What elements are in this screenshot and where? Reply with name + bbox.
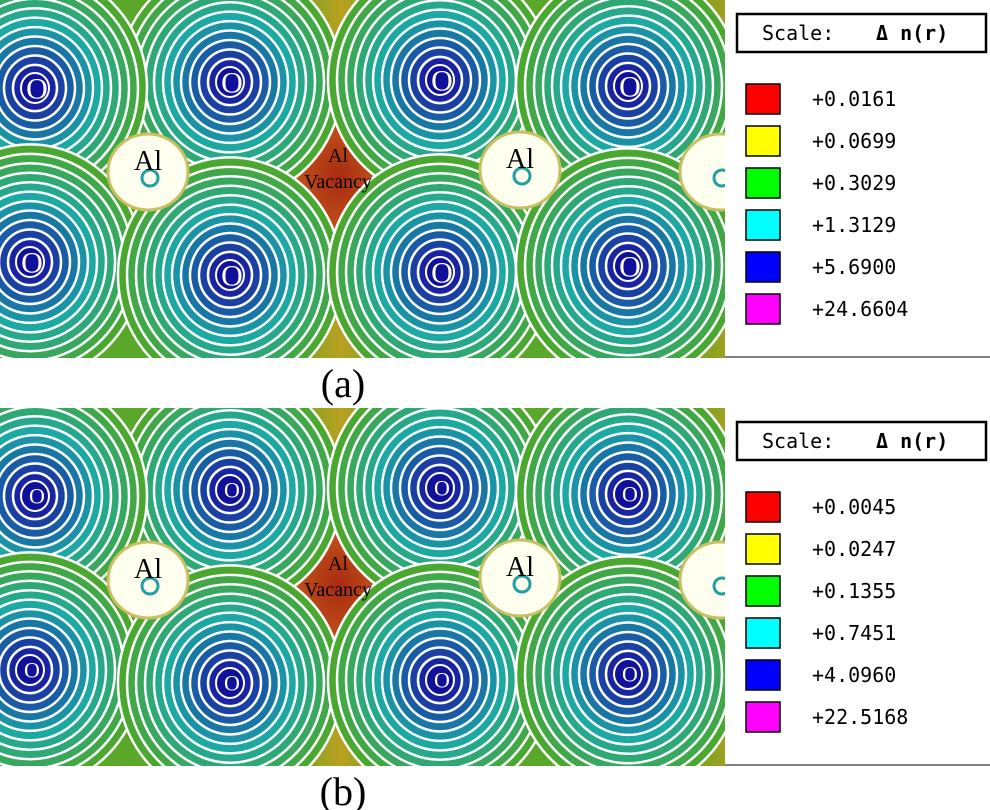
legend-swatch — [745, 701, 781, 733]
core — [20, 72, 50, 104]
legend-value: +24.6604 — [812, 297, 908, 321]
atom-label: O — [21, 247, 43, 280]
legend-value: +0.0247 — [812, 537, 896, 561]
core — [215, 259, 245, 291]
core — [215, 66, 245, 98]
atom-label: O — [431, 65, 453, 98]
al-site — [678, 132, 725, 212]
legend-value: +0.0161 — [812, 87, 896, 111]
atom-label: O — [434, 476, 450, 501]
atom-label: O — [619, 71, 641, 104]
atom-label: O — [224, 478, 240, 503]
al-site — [478, 130, 562, 210]
al-core — [512, 166, 532, 186]
scale-symbol: Δ n(r) — [876, 21, 948, 45]
legend-swatch — [745, 533, 781, 565]
atom-label: Al — [506, 144, 534, 175]
legend-swatch — [745, 125, 781, 157]
contour-map: O O O O O O O O Al Al Al Vacancy Scale: Δ n(r) +0.0161… — [0, 0, 990, 358]
map-body — [0, 408, 725, 766]
atom-label: O — [622, 662, 638, 687]
core — [15, 246, 45, 278]
atom-label: Al — [134, 554, 162, 585]
core — [20, 480, 50, 512]
al-site — [106, 540, 190, 620]
legend-swatch — [745, 167, 781, 199]
atom-label: O — [622, 482, 638, 507]
atom-label: O — [224, 671, 240, 696]
panel-label: (a) — [321, 361, 365, 406]
core — [613, 70, 643, 102]
legend-value: +0.3029 — [812, 171, 896, 195]
legend-swatch — [745, 293, 781, 325]
atom-label: O — [29, 484, 45, 509]
map-body — [0, 0, 725, 358]
legend-value: +0.0045 — [812, 495, 896, 519]
atom-label: O — [221, 260, 243, 293]
atom-label: O — [431, 257, 453, 290]
legend-swatch — [745, 83, 781, 115]
scale-box — [735, 12, 988, 54]
legend-value: +22.5168 — [812, 705, 908, 729]
scale-title: Scale: — [762, 21, 834, 45]
scale-symbol: Δ n(r) — [876, 429, 948, 453]
contour-map: O O O O O O O O Al Al Al Vacancy Scale: Δ n(r) +0.0045… — [0, 408, 990, 766]
legend-value: +0.0699 — [812, 129, 896, 153]
al-core — [140, 168, 160, 188]
core — [425, 64, 455, 96]
core — [613, 658, 643, 690]
scale-title: Scale: — [762, 429, 834, 453]
vacancy-label: Vacancy — [304, 579, 372, 601]
core — [613, 250, 643, 282]
al-site — [106, 132, 190, 212]
vacancy-label: Al — [328, 145, 348, 167]
al-core — [512, 574, 532, 594]
legend-swatch — [745, 251, 781, 283]
al-site — [678, 540, 725, 620]
legend-swatch — [745, 209, 781, 241]
al-site — [478, 538, 562, 618]
vacancy-label: Vacancy — [304, 171, 372, 193]
legend-swatch — [745, 491, 781, 523]
al-core — [140, 576, 160, 596]
legend-value: +4.0960 — [812, 663, 896, 687]
al-core — [712, 576, 725, 596]
atom-label: O — [619, 251, 641, 284]
core — [215, 667, 245, 699]
core — [613, 478, 643, 510]
atom-label: O — [434, 668, 450, 693]
atom-label: O — [24, 658, 40, 683]
atom-label: Al — [134, 146, 162, 177]
legend-value: +0.7451 — [812, 621, 896, 645]
atom-label: O — [221, 67, 243, 100]
al-core — [712, 168, 725, 188]
scale-box — [735, 420, 988, 462]
panel-label: (b) — [320, 769, 367, 810]
core — [425, 256, 455, 288]
legend-value: +0.1355 — [812, 579, 896, 603]
legend-swatch — [745, 575, 781, 607]
core — [15, 654, 45, 686]
core — [215, 474, 245, 506]
atom-label: Al — [506, 552, 534, 583]
core — [425, 472, 455, 504]
core — [425, 664, 455, 696]
legend-value: +1.3129 — [812, 213, 896, 237]
atom-label: O — [26, 73, 48, 106]
legend-value: +5.6900 — [812, 255, 896, 279]
legend-swatch — [745, 659, 781, 691]
vacancy-label: Al — [328, 553, 348, 575]
legend-swatch — [745, 617, 781, 649]
